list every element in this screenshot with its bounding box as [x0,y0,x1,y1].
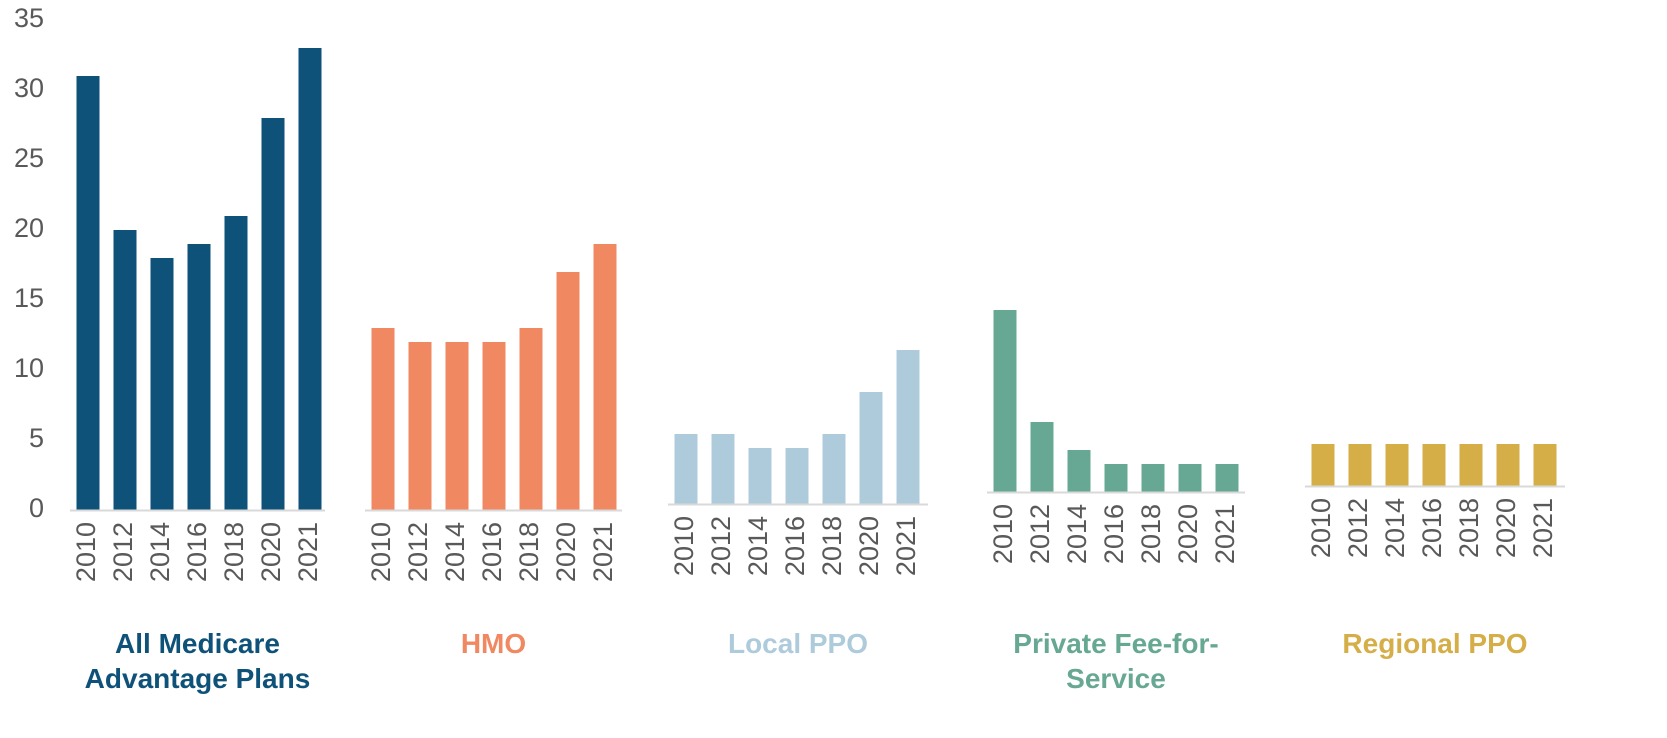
x-tick-label: 2020 [854,516,884,576]
x-tick-label: 2010 [1306,498,1336,558]
x-tick-label: 2014 [1062,504,1092,564]
y-tick-label: 30 [14,73,44,103]
bar [371,328,395,510]
bar [1311,444,1335,486]
bar [1178,464,1202,492]
x-tick-label: 2012 [108,522,138,582]
panel-label: Local PPO [727,628,869,659]
bar [993,310,1017,492]
panel-label: Private Fee-for-Service [1013,628,1219,694]
x-tick-label: 2010 [988,504,1018,564]
x-tick-label: 2016 [477,522,507,582]
x-tick-label: 2021 [588,522,618,582]
bar [113,230,137,510]
y-tick-label: 0 [29,493,44,523]
x-tick-label: 2014 [743,516,773,576]
x-tick-label: 2012 [1025,504,1055,564]
x-tick-label: 2020 [551,522,581,582]
panel-label: Regional PPO [1342,628,1528,659]
bar [859,392,883,504]
bar [519,328,543,510]
bar [711,434,735,504]
x-tick-label: 2010 [366,522,396,582]
x-tick-label: 2021 [891,516,921,576]
x-tick-label: 2018 [219,522,249,582]
panel-label: All Medicare Advantage Plans [84,628,311,694]
x-tick-label: 2016 [1417,498,1447,558]
y-tick-label: 5 [29,423,44,453]
x-tick-label: 2014 [145,522,175,582]
y-tick-label: 25 [14,143,44,173]
bar [593,244,617,510]
bar [1104,464,1128,492]
bar [748,448,772,504]
x-tick-label: 2020 [1173,504,1203,564]
bar [785,448,809,504]
x-tick-label: 2014 [440,522,470,582]
bar [896,350,920,504]
y-tick-label: 10 [14,353,44,383]
x-tick-label: 2016 [182,522,212,582]
bar [187,244,211,510]
bar [261,118,285,510]
bar [822,434,846,504]
panel-label: HMO [460,628,527,659]
bar [150,258,174,510]
bar [1030,422,1054,492]
x-tick-label: 2020 [1491,498,1521,558]
bar [482,342,506,510]
bar [1141,464,1165,492]
x-tick-label: 2010 [669,516,699,576]
bar [298,48,322,510]
x-tick-label: 2012 [706,516,736,576]
x-tick-label: 2012 [403,522,433,582]
x-tick-label: 2021 [1528,498,1558,558]
bar [1496,444,1520,486]
x-tick-label: 2010 [71,522,101,582]
x-tick-label: 2016 [1099,504,1129,564]
bar [1385,444,1409,486]
x-tick-label: 2018 [1136,504,1166,564]
x-tick-label: 2012 [1343,498,1373,558]
bar [76,76,100,510]
bar [445,342,469,510]
y-tick-label: 20 [14,213,44,243]
x-tick-label: 2016 [780,516,810,576]
y-tick-label: 35 [14,3,44,33]
bar [408,342,432,510]
x-tick-label: 2018 [1454,498,1484,558]
bar [224,216,248,510]
y-tick-label: 15 [14,283,44,313]
bar [674,434,698,504]
bar [1215,464,1239,492]
bar [1533,444,1557,486]
x-tick-label: 2021 [293,522,323,582]
bar [1459,444,1483,486]
x-tick-label: 2020 [256,522,286,582]
x-tick-label: 2018 [817,516,847,576]
bar [1422,444,1446,486]
bar [1348,444,1372,486]
x-tick-label: 2014 [1380,498,1410,558]
x-tick-label: 2018 [514,522,544,582]
x-tick-label: 2021 [1210,504,1240,564]
bar [1067,450,1091,492]
bar [556,272,580,510]
